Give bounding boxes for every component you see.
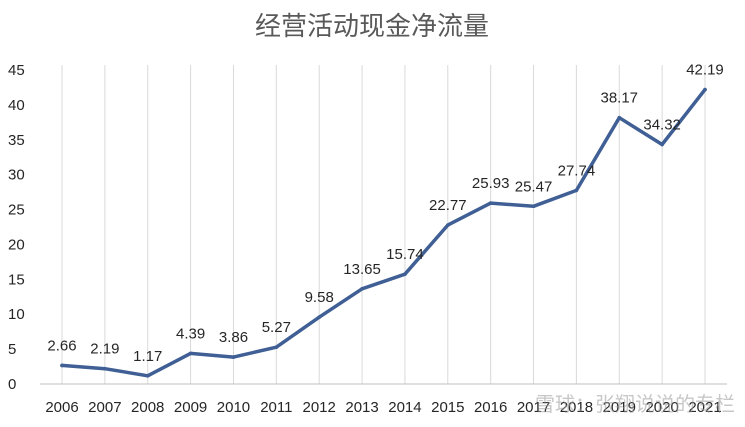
data-label: 1.17 [133,348,162,365]
chart-title: 经营活动现金净流量 [255,12,489,42]
data-label: 25.93 [472,175,510,192]
x-tick-label: 2015 [431,399,464,416]
x-tick-label: 2011 [260,399,292,416]
y-tick-label: 25 [8,202,25,219]
data-point [531,204,536,209]
x-tick-label: 2010 [217,399,250,416]
data-label: 13.65 [343,261,381,278]
data-label: 9.58 [305,289,334,306]
series-line [60,87,707,378]
data-point [103,366,107,371]
data-point [60,363,64,368]
data-label: 38.17 [600,90,638,107]
data-label: 42.19 [686,62,724,79]
data-label: 34.32 [643,117,681,134]
x-tick-label: 2021 [688,399,721,416]
data-point [360,286,364,291]
data-point [403,272,407,276]
data-point [446,223,450,227]
data-point [488,201,493,205]
x-tick-label: 2009 [174,399,207,416]
x-tick-label: 2017 [517,399,550,416]
data-labels: 2.66 2.19 1.17 4.39 3.86 5.27 9.58 13.65 15.74 22… [47,62,723,365]
series-path [60,87,707,378]
data-label: 25.47 [515,178,553,195]
y-tick-label: 0 [8,376,16,393]
data-label: 2.19 [90,341,119,358]
y-tick-label: 35 [8,132,25,149]
data-point [617,115,622,120]
watermark: 雪球：张翔说说的专栏 [535,392,735,416]
data-point [317,315,322,319]
x-tick-label: 2008 [131,399,164,416]
y-tick-label: 40 [8,97,25,114]
y-tick-label: 45 [8,62,25,79]
x-tick-label: 2020 [645,399,678,416]
data-label: 4.39 [176,325,205,342]
x-tick-label: 2014 [388,399,421,416]
data-label: 5.27 [262,319,291,336]
x-tick-label: 2013 [345,399,378,416]
data-label: 22.77 [429,197,467,214]
x-axis: 2006 2007 2008 2009 2010 2011 2012 2013 2014 2015… [40,383,727,416]
y-tick-label: 5 [8,341,16,358]
data-point [574,188,579,193]
data-point [274,345,279,350]
x-tick-label: 2018 [560,399,593,416]
data-point [703,87,707,92]
data-label: 15.74 [386,246,424,263]
y-tick-label: 10 [8,306,25,323]
y-tick-label: 15 [8,271,25,288]
y-tick-label: 30 [8,167,25,184]
x-tick-label: 2006 [45,399,78,416]
x-tick-label: 2019 [603,399,636,416]
data-label: 2.66 [47,337,76,354]
data-label: 3.86 [219,329,248,346]
data-point [188,351,193,356]
y-axis: 0 5 10 15 20 25 30 35 40 45 [8,62,25,393]
x-tick-label: 2016 [474,399,507,416]
gridlines [61,65,706,384]
y-tick-label: 20 [8,236,25,253]
data-point [660,142,664,147]
x-tick-label: 2007 [88,399,121,416]
data-point [145,374,150,378]
data-label: 27.74 [558,162,596,179]
x-tick-label: 2012 [303,399,336,416]
data-point [231,355,236,359]
